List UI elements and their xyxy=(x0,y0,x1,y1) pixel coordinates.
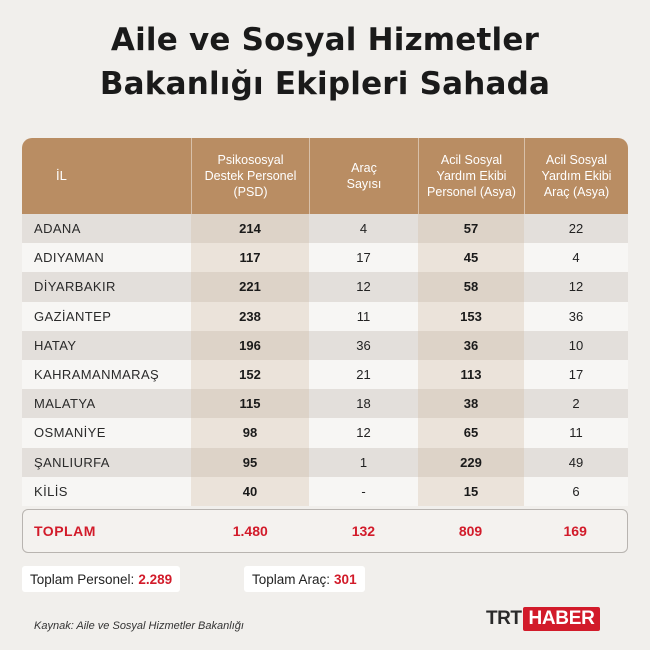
cell-acil: 58 xyxy=(418,272,524,302)
cell-il: ADIYAMAN xyxy=(34,250,105,266)
cell-il: GAZİANTEP xyxy=(34,308,112,324)
trt-haber-logo: TRT HABER xyxy=(486,606,600,632)
cell-acil: 153 xyxy=(418,301,524,331)
header-psd-text: Psikososyal Destek Personel (PSD) xyxy=(204,153,297,199)
table-row: ŞANLIURFA 95 1 229 49 xyxy=(22,447,628,477)
cell-arac: 21 xyxy=(356,367,371,383)
table-row: ADANA 214 4 57 22 xyxy=(22,214,628,244)
cell-acil: 45 xyxy=(418,243,524,273)
cell-psd: 117 xyxy=(191,243,309,273)
source-text: Aile ve Sosyal Hizmetler Bakanlığı xyxy=(76,620,244,632)
summary-arac: Toplam Araç: 301 xyxy=(244,566,365,592)
table-body: ADANA 214 4 57 22 ADIYAMAN 117 17 45 4 DİYARBAKIR 2… xyxy=(22,214,628,506)
total-label: TOPLAM xyxy=(34,523,96,539)
summary-personel-label: Toplam Personel: xyxy=(30,571,135,587)
header-arac-text: Araç Sayısı xyxy=(346,161,382,191)
table-row: ADIYAMAN 117 17 45 4 xyxy=(22,243,628,273)
total-arac: 132 xyxy=(351,523,376,539)
cell-acil-arac: 22 xyxy=(568,221,584,237)
cell-acil: 38 xyxy=(418,389,524,419)
cell-acil: 57 xyxy=(418,214,524,244)
cell-acil-arac: 11 xyxy=(569,425,583,441)
page-title: Aile ve Sosyal Hizmetler Bakanlığı Ekipl… xyxy=(0,18,650,106)
cell-acil-arac: 12 xyxy=(568,279,584,295)
summary-personel-value: 2.289 xyxy=(138,571,173,587)
cell-arac: 17 xyxy=(356,250,371,266)
cell-acil: 65 xyxy=(418,418,524,448)
cell-psd: 196 xyxy=(191,330,309,360)
logo-trt: TRT xyxy=(486,608,522,629)
data-table: İL Psikososyal Destek Personel (PSD) Ara… xyxy=(22,138,628,506)
cell-il: OSMANİYE xyxy=(34,425,106,441)
cell-acil: 113 xyxy=(418,359,524,390)
cell-il: KAHRAMANMARAŞ xyxy=(34,367,160,383)
cell-arac: 36 xyxy=(356,337,371,353)
table-row: KAHRAMANMARAŞ 152 21 113 17 xyxy=(22,359,628,390)
summary-personel: Toplam Personel: 2.289 xyxy=(22,566,181,592)
cell-acil-arac: 49 xyxy=(568,454,584,470)
cell-acil: 36 xyxy=(418,330,524,360)
cell-il: MALATYA xyxy=(34,396,96,412)
cell-acil-arac: 2 xyxy=(572,396,580,412)
header-acil-text: Acil Sosyal Yardım Ekibi Personel (Asya) xyxy=(427,153,516,199)
cell-il: HATAY xyxy=(34,337,77,353)
header-acil-arac-text: Acil Sosyal Yardım Ekibi Araç (Asya) xyxy=(541,153,612,199)
cell-psd: 95 xyxy=(191,447,309,477)
header-il: İL xyxy=(56,168,67,183)
table-row: GAZİANTEP 238 11 153 36 xyxy=(22,301,628,331)
cell-psd: 98 xyxy=(191,418,309,448)
cell-il: DİYARBAKIR xyxy=(34,279,116,295)
header-psd: Psikososyal Destek Personel (PSD) xyxy=(191,138,309,214)
cell-psd: 214 xyxy=(191,214,309,244)
title-line-1: Aile ve Sosyal Hizmetler xyxy=(110,22,540,58)
total-acil-arac: 169 xyxy=(563,523,587,539)
table-row: HATAY 196 36 36 10 xyxy=(22,330,628,360)
cell-acil-arac: 17 xyxy=(568,367,584,383)
cell-acil: 229 xyxy=(418,447,524,477)
cell-psd: 115 xyxy=(191,389,309,419)
cell-acil-arac: 36 xyxy=(568,308,584,324)
total-psd: 1.480 xyxy=(232,523,268,539)
cell-arac: 12 xyxy=(356,279,371,295)
table-row: DİYARBAKIR 221 12 58 12 xyxy=(22,272,628,302)
table-row: KİLİS 40 - 15 6 xyxy=(22,476,628,506)
cell-il: KİLİS xyxy=(34,483,68,499)
cell-psd: 40 xyxy=(191,476,309,506)
summary-arac-label: Toplam Araç: xyxy=(252,571,331,587)
total-row: TOPLAM 1.480 132 809 169 xyxy=(22,509,628,553)
header-acil-arac: Acil Sosyal Yardım Ekibi Araç (Asya) xyxy=(524,138,628,214)
table-row: MALATYA 115 18 38 2 xyxy=(22,389,628,419)
logo-haber: HABER xyxy=(523,607,600,631)
source-note: Kaynak: Aile ve Sosyal Hizmetler Bakanlı… xyxy=(34,620,244,632)
header-acil: Acil Sosyal Yardım Ekibi Personel (Asya) xyxy=(418,138,524,214)
cell-psd: 238 xyxy=(191,301,309,331)
title-line-2: Bakanlığı Ekipleri Sahada xyxy=(99,66,551,102)
table-row: OSMANİYE 98 12 65 11 xyxy=(22,418,628,448)
cell-acil-arac: 10 xyxy=(568,337,584,353)
summary-arac-value: 301 xyxy=(334,571,357,587)
cell-arac: - xyxy=(361,483,366,499)
cell-arac: 18 xyxy=(356,396,371,412)
cell-arac: 12 xyxy=(356,425,371,441)
cell-arac: 1 xyxy=(359,454,368,470)
cell-il: ŞANLIURFA xyxy=(34,454,110,470)
cell-acil-arac: 4 xyxy=(572,250,580,266)
total-acil: 809 xyxy=(458,523,483,539)
cell-psd: 221 xyxy=(191,272,309,302)
cell-acil-arac: 6 xyxy=(572,483,580,499)
cell-psd: 152 xyxy=(191,359,309,390)
header-arac: Araç Sayısı xyxy=(309,138,418,214)
source-label: Kaynak: xyxy=(34,620,74,632)
cell-arac: 11 xyxy=(356,308,371,324)
cell-acil: 15 xyxy=(418,476,524,506)
table-header: İL Psikososyal Destek Personel (PSD) Ara… xyxy=(22,138,628,214)
cell-il: ADANA xyxy=(34,221,81,237)
cell-arac: 4 xyxy=(359,221,368,237)
